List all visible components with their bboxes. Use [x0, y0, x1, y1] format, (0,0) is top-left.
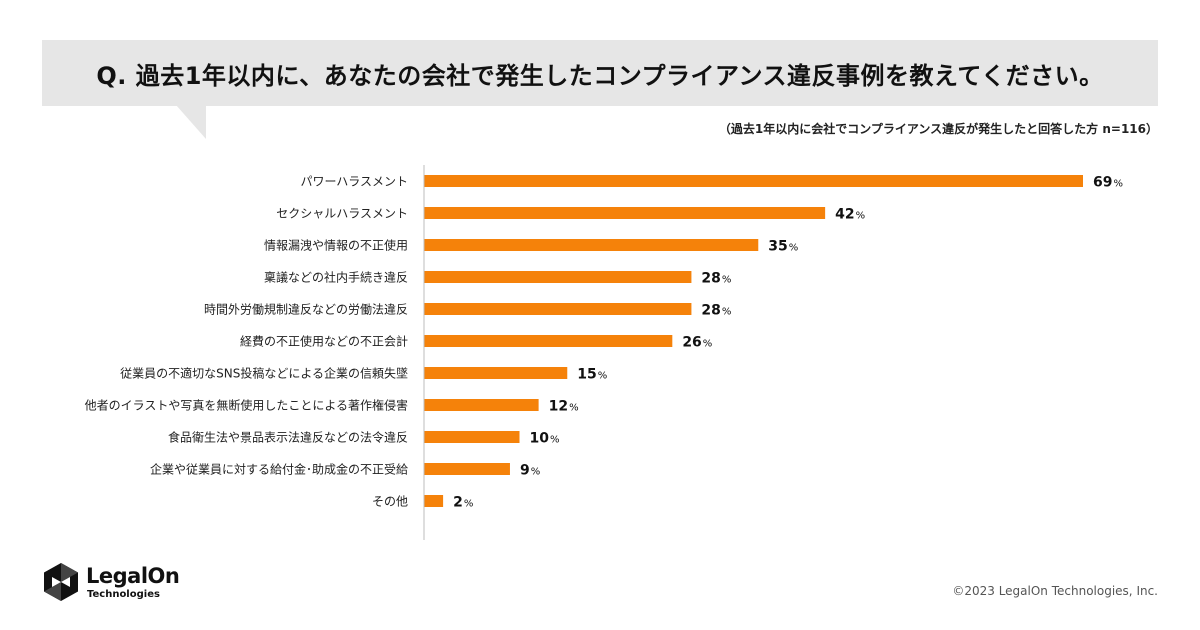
logo-subtitle: Technologies — [87, 589, 160, 600]
category-label: 食品衛生法や景品表示法違反などの法令違反 — [168, 430, 408, 445]
value-label: 42% — [835, 207, 865, 223]
category-label: 従業員の不適切なSNS投稿などによる企業の信頼失墜 — [120, 366, 408, 381]
category-label: 稟議などの社内手続き違反 — [264, 270, 408, 285]
bar — [424, 207, 826, 219]
value-label: 69% — [1093, 175, 1123, 191]
bar — [424, 335, 673, 347]
bar — [424, 303, 692, 315]
company-logo: LegalOn Technologies — [42, 562, 192, 606]
value-label: 9% — [520, 463, 540, 479]
question-banner-tail — [176, 105, 206, 139]
bar — [424, 495, 444, 507]
legalon-logo-icon — [44, 563, 78, 601]
category-label: 企業や従業員に対する給付金･助成金の不正受給 — [150, 462, 408, 477]
value-label: 15% — [577, 367, 607, 383]
bar — [424, 399, 539, 411]
question-text: Q. 過去1年以内に、あなたの会社で発生したコンプライアンス違反事例を教えてくだ… — [96, 61, 1104, 90]
category-label: 情報漏洩や情報の不正使用 — [264, 238, 408, 253]
value-label: 26% — [682, 335, 712, 351]
category-label: その他 — [372, 495, 408, 509]
value-label: 12% — [549, 399, 579, 415]
value-label: 28% — [701, 271, 731, 287]
category-label: 時間外労働規制違反などの労働法違反 — [204, 302, 408, 317]
bar — [424, 431, 520, 443]
category-label: 他者のイラストや写真を無断使用したことによる著作権侵害 — [85, 398, 408, 413]
copyright: ©2023 LegalOn Technologies, Inc. — [952, 584, 1158, 598]
bar — [424, 239, 759, 251]
bar — [424, 463, 510, 475]
sample-note: （過去1年以内に会社でコンプライアンス違反が発生したと回答した方 n=116） — [718, 122, 1158, 136]
question-banner: Q. 過去1年以内に、あなたの会社で発生したコンプライアンス違反事例を教えてくだ… — [42, 40, 1158, 106]
bar — [424, 367, 568, 379]
category-label: パワーハラスメント — [300, 175, 408, 189]
value-label: 35% — [768, 239, 798, 255]
logo-name: LegalOn — [86, 564, 180, 588]
bar — [424, 175, 1083, 187]
value-label: 10% — [530, 431, 560, 447]
value-label: 28% — [701, 303, 731, 319]
value-label: 2% — [453, 495, 473, 511]
category-label: セクシャルハラスメント — [276, 207, 408, 221]
bar — [424, 271, 692, 283]
category-label: 経費の不正使用などの不正会計 — [240, 334, 408, 349]
